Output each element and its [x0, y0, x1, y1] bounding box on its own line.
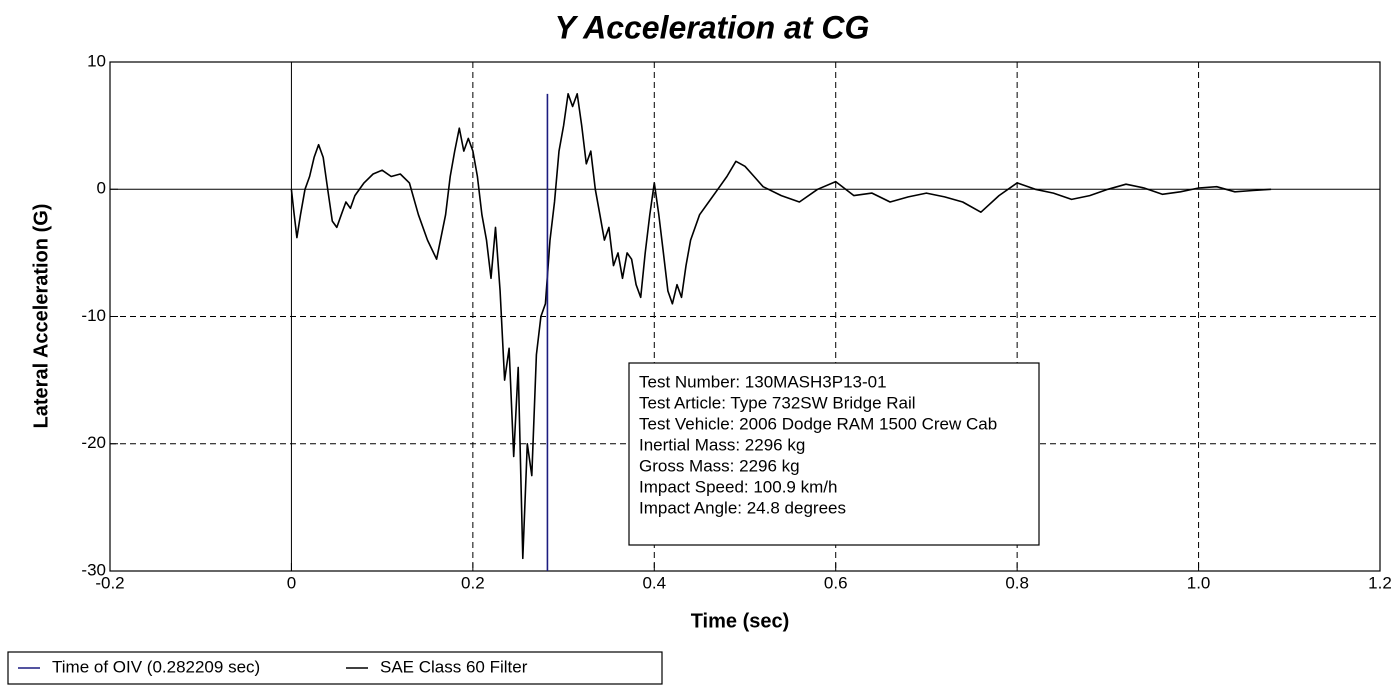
legend-box	[7, 651, 663, 685]
y-axis-label: Lateral Acceleration (G)	[30, 204, 52, 429]
info-text: Test Article: Type 732SW Bridge Rail	[639, 393, 916, 412]
info-text: Impact Angle: 24.8 degrees	[639, 498, 846, 517]
legend-label: SAE Class 60 Filter	[380, 657, 528, 676]
info-text: Impact Speed: 100.9 km/h	[639, 477, 837, 496]
y-tick-label: -20	[81, 433, 106, 452]
y-tick-label: 0	[97, 179, 106, 198]
chart-title: Y Acceleration at CG	[555, 9, 870, 45]
info-text: Test Vehicle: 2006 Dodge RAM 1500 Crew C…	[639, 414, 997, 433]
y-tick-label: -10	[81, 306, 106, 325]
x-tick-label: 0.2	[461, 573, 485, 592]
data-line	[290, 93, 1272, 560]
x-tick-label: 1.2	[1368, 573, 1392, 592]
info-text: Gross Mass: 2296 kg	[639, 456, 800, 475]
legend-label: Time of OIV (0.282209 sec)	[52, 657, 260, 676]
y-tick-label: 10	[87, 51, 106, 70]
info-text: Inertial Mass: 2296 kg	[639, 435, 805, 454]
x-tick-label: -0.2	[95, 573, 124, 592]
info-box	[628, 362, 1040, 546]
y-tick-label: -30	[81, 560, 106, 579]
x-tick-label: 0.6	[824, 573, 848, 592]
info-text: Test Number: 130MASH3P13-01	[639, 372, 887, 391]
x-tick-label: 0.4	[642, 573, 666, 592]
x-tick-label: 1.0	[1187, 573, 1211, 592]
x-tick-label: 0.8	[1005, 573, 1029, 592]
x-axis-label: Time (sec)	[691, 610, 790, 632]
x-tick-label: 0	[287, 573, 296, 592]
